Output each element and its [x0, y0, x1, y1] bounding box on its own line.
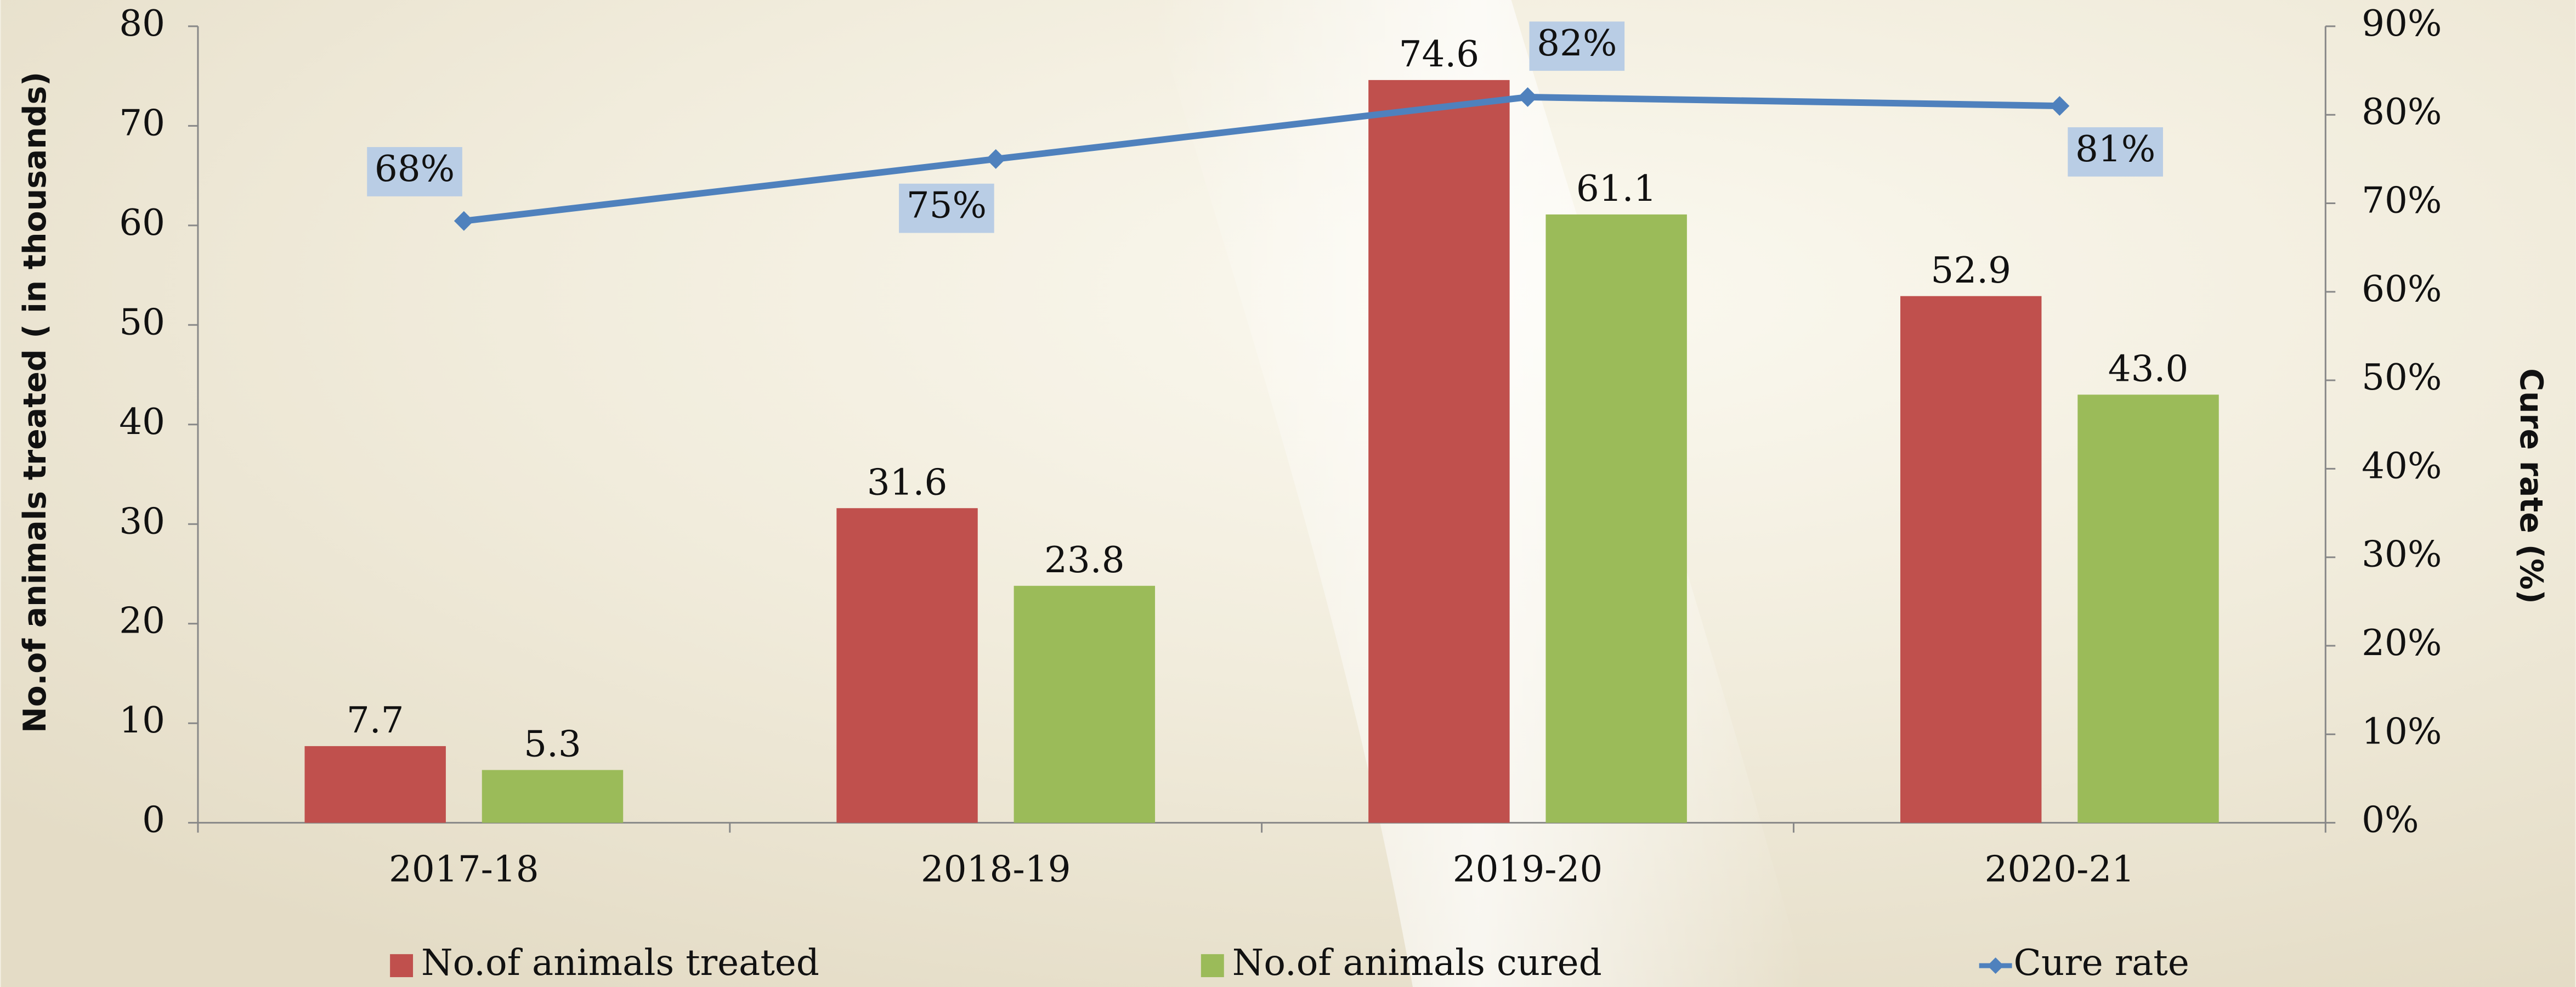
line-value-label: 81%: [2075, 128, 2155, 170]
legend-swatch: [1201, 954, 1224, 978]
bar-value-label: 23.8: [1044, 539, 1125, 581]
line-value-label-box: [1529, 21, 1625, 71]
bar-value-label: 5.3: [524, 723, 581, 765]
y2-tick-label: 70%: [2362, 179, 2442, 222]
legend-label: No.of animals cured: [1232, 941, 1602, 984]
y2-tick-label: 80%: [2362, 91, 2442, 133]
line-marker: [1518, 87, 1538, 107]
legend-marker: [1987, 957, 2004, 974]
y-axis-title: No.of animals treated ( in thousands): [17, 72, 53, 733]
y-tick-label: 60: [119, 201, 165, 244]
bar-value-label: 61.1: [1576, 167, 1657, 210]
line-marker: [986, 149, 1006, 169]
y2-tick-label: 90%: [2362, 2, 2442, 44]
bar: [1545, 214, 1687, 823]
bar-value-label: 43.0: [2108, 347, 2189, 390]
legend-swatch: [390, 954, 414, 978]
bar: [482, 770, 624, 823]
line: [463, 93, 2060, 224]
bar-value-label: 74.6: [1399, 33, 1480, 75]
bar: [1014, 585, 1156, 823]
bar: [1368, 80, 1510, 823]
y-tick-label: 20: [119, 600, 165, 642]
line-value-label-box: [367, 147, 462, 196]
y-tick-label: 70: [119, 101, 165, 144]
bar-value-label: 31.6: [867, 461, 948, 503]
y2-tick-label: 10%: [2362, 710, 2442, 752]
bar: [2077, 394, 2219, 823]
line-value-label: 68%: [375, 148, 455, 190]
bar: [836, 508, 978, 823]
line-marker: [454, 211, 474, 231]
bar-value-label: 52.9: [1930, 249, 2011, 291]
legend-label: Cure rate: [2014, 941, 2189, 984]
x-tick-label: 2018-19: [921, 848, 1071, 890]
y-tick-label: 0: [142, 799, 165, 841]
line-value-label: 82%: [1537, 22, 1617, 64]
bar: [304, 746, 446, 823]
y2-tick-label: 30%: [2362, 533, 2442, 576]
x-tick-label: 2019-20: [1453, 848, 1603, 890]
line-value-label-box: [2068, 127, 2163, 177]
y-tick-label: 10: [119, 699, 165, 741]
y2-tick-label: 60%: [2362, 268, 2442, 310]
x-tick-label: 2017-18: [389, 848, 539, 890]
y-tick-label: 30: [119, 500, 165, 542]
bar: [1900, 296, 2042, 823]
y2-tick-label: 0%: [2362, 799, 2419, 841]
bar-value-label: 7.7: [347, 699, 404, 741]
legend-label: No.of animals treated: [421, 941, 819, 984]
line-marker: [2050, 96, 2070, 116]
y2-tick-label: 40%: [2362, 444, 2442, 487]
y-tick-label: 40: [119, 401, 165, 443]
y2-tick-label: 50%: [2362, 356, 2442, 398]
y-tick-label: 80: [119, 2, 165, 44]
y-tick-label: 50: [119, 301, 165, 343]
y2-tick-label: 20%: [2362, 622, 2442, 664]
line-value-label: 75%: [907, 184, 987, 227]
line-value-label-box: [899, 183, 994, 233]
y2-axis-title: Cure rate (%): [2513, 368, 2549, 604]
x-tick-label: 2020-21: [1985, 848, 2135, 890]
